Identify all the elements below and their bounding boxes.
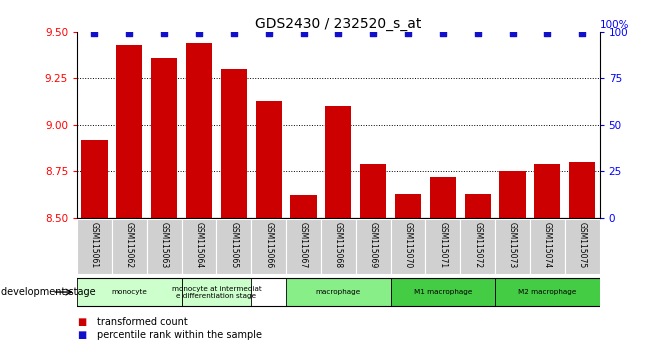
Bar — [256, 101, 282, 218]
Bar — [565, 219, 600, 274]
Bar — [221, 69, 247, 218]
Point — [228, 30, 239, 36]
Bar — [286, 278, 391, 306]
Text: ■: ■ — [77, 317, 86, 327]
Bar — [460, 219, 495, 274]
Bar — [326, 106, 352, 218]
Text: GSM115064: GSM115064 — [194, 222, 204, 268]
Text: 100%: 100% — [600, 20, 629, 30]
Text: GSM115072: GSM115072 — [473, 222, 482, 268]
Text: M2 macrophage: M2 macrophage — [518, 289, 577, 295]
Point — [403, 30, 413, 36]
Bar — [186, 43, 212, 218]
Bar — [182, 219, 216, 274]
Text: GSM115066: GSM115066 — [264, 222, 273, 268]
Text: GSM115073: GSM115073 — [508, 222, 517, 268]
Text: GSM115068: GSM115068 — [334, 222, 343, 268]
Bar — [425, 219, 460, 274]
Bar — [495, 219, 530, 274]
Bar — [535, 164, 560, 218]
Text: monocyte: monocyte — [111, 289, 147, 295]
Bar — [182, 278, 251, 306]
Title: GDS2430 / 232520_s_at: GDS2430 / 232520_s_at — [255, 17, 421, 31]
Bar — [500, 171, 525, 218]
Bar — [147, 219, 182, 274]
Text: ■: ■ — [77, 330, 86, 339]
Point — [194, 30, 204, 36]
Bar — [530, 219, 565, 274]
Text: GSM115070: GSM115070 — [403, 222, 413, 268]
Bar — [117, 45, 142, 218]
Point — [124, 30, 135, 36]
Text: GSM115061: GSM115061 — [90, 222, 99, 268]
Text: GSM115063: GSM115063 — [159, 222, 169, 268]
Text: M1 macrophage: M1 macrophage — [413, 289, 472, 295]
Point — [438, 30, 448, 36]
Point — [577, 30, 588, 36]
Point — [542, 30, 553, 36]
Bar — [395, 194, 421, 218]
Point — [333, 30, 344, 36]
Text: development stage: development stage — [1, 287, 96, 297]
Bar — [321, 219, 356, 274]
Bar — [291, 195, 317, 218]
Point — [368, 30, 379, 36]
Text: percentile rank within the sample: percentile rank within the sample — [97, 330, 262, 339]
Text: GSM115075: GSM115075 — [578, 222, 587, 268]
Bar — [360, 164, 386, 218]
Text: GSM115062: GSM115062 — [125, 222, 134, 268]
Bar — [495, 278, 600, 306]
Bar — [77, 278, 182, 306]
Point — [89, 30, 100, 36]
Bar — [356, 219, 391, 274]
Point — [263, 30, 274, 36]
Text: macrophage: macrophage — [316, 289, 361, 295]
Text: GSM115065: GSM115065 — [229, 222, 239, 268]
Text: GSM115071: GSM115071 — [438, 222, 448, 268]
Bar — [112, 219, 147, 274]
Point — [472, 30, 483, 36]
Bar — [251, 219, 286, 274]
Bar — [391, 219, 425, 274]
Bar — [216, 219, 251, 274]
Bar — [82, 140, 107, 218]
Bar — [77, 219, 112, 274]
Bar — [430, 177, 456, 218]
Text: GSM115067: GSM115067 — [299, 222, 308, 268]
Text: GSM115069: GSM115069 — [369, 222, 378, 268]
Text: transformed count: transformed count — [97, 317, 188, 327]
Bar — [286, 219, 321, 274]
Point — [298, 30, 309, 36]
Point — [159, 30, 170, 36]
Text: monocyte at intermediat
e differentiation stage: monocyte at intermediat e differentiatio… — [172, 286, 261, 298]
Text: GSM115074: GSM115074 — [543, 222, 552, 268]
Point — [507, 30, 518, 36]
Bar — [151, 58, 177, 218]
Bar — [465, 194, 490, 218]
Bar — [570, 162, 596, 218]
Bar — [391, 278, 495, 306]
